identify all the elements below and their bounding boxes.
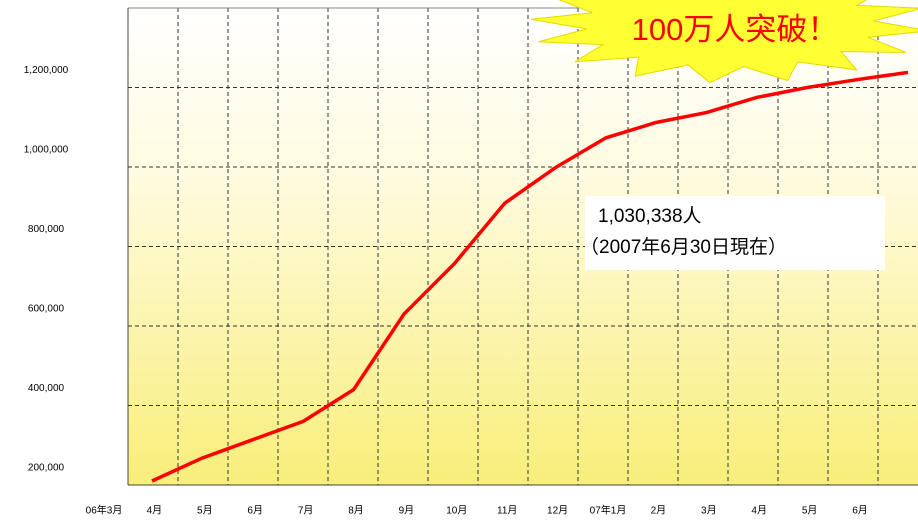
series-line (151, 70, 909, 483)
x-tick-label: 07年1月 (590, 504, 627, 517)
y-tick-label: 600,000 (28, 304, 65, 315)
x-tick-label: 5月 (802, 505, 818, 517)
y-tick-label: 200,000 (28, 463, 65, 474)
x-tick-label: 4月 (147, 505, 163, 517)
y-tick-label: 400,000 (28, 383, 65, 394)
x-tick-label: 4月 (751, 505, 767, 517)
marks (151, 70, 909, 483)
x-tick-label: 6月 (852, 505, 868, 517)
x-tick-label: 6月 (247, 505, 263, 517)
x-tick-label: 8月 (348, 505, 364, 517)
burst (530, 0, 918, 84)
note-date: （2007年6月30日現在） (580, 236, 787, 258)
note-count: 1,030,338人 (598, 205, 702, 227)
x-tick-label: 12月 (547, 505, 568, 517)
x-tick-label: 10月 (446, 505, 467, 517)
x-tick-label: 3月 (701, 505, 717, 517)
burst-text: 100万人突破！ (632, 12, 839, 47)
x-tick-label: 7月 (298, 505, 314, 517)
x-tick-label: 9月 (399, 505, 415, 517)
x-tick-label: 5月 (197, 505, 213, 517)
x-tick-label: 11月 (497, 505, 517, 517)
x-tick-label: 06年3月 (86, 504, 123, 517)
x-tick-label: 2月 (651, 505, 667, 517)
y-tick-label: 1,200,000 (24, 65, 69, 76)
y-tick-label: 1,000,000 (24, 145, 69, 156)
note-box (585, 196, 885, 270)
y-tick-label: 800,000 (28, 224, 65, 235)
